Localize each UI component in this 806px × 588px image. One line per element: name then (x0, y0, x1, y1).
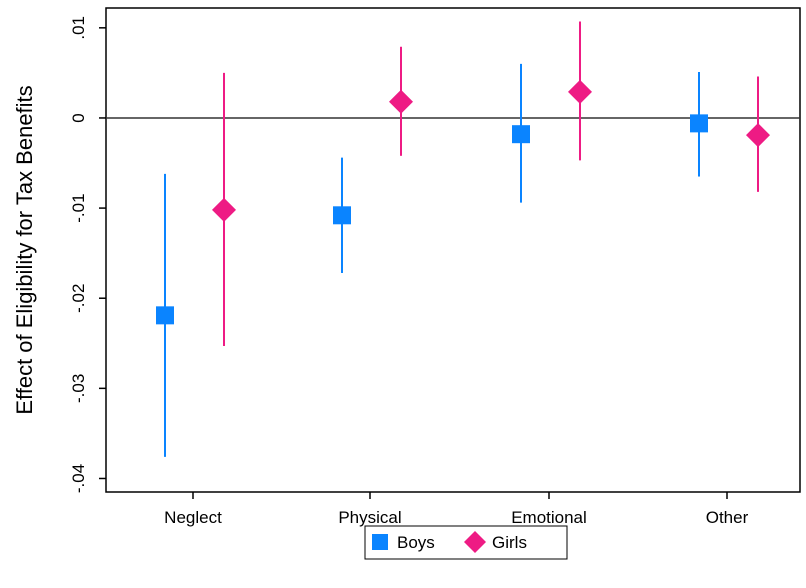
x-tick-label: Physical (338, 508, 401, 527)
x-tick-label: Other (706, 508, 749, 527)
point-boys-3 (690, 114, 708, 133)
y-axis-title: Effect of Eligibility for Tax Benefits (12, 85, 37, 414)
y-tick-label: -.04 (69, 464, 88, 493)
point-girls-0 (212, 197, 236, 222)
y-tick-label: .01 (69, 16, 88, 40)
legend-label-girls: Girls (492, 533, 527, 552)
legend-marker-boys (372, 534, 388, 550)
confidence-intervals (164, 21, 759, 457)
point-girls-2 (568, 79, 592, 104)
point-boys-2 (512, 125, 530, 144)
x-axis: Neglect Physical Emotional Other (164, 492, 749, 527)
x-tick-label: Emotional (511, 508, 587, 527)
point-girls-3 (746, 123, 770, 148)
point-estimates (156, 79, 770, 325)
y-tick-label: 0 (69, 113, 88, 122)
x-tick-label: Neglect (164, 508, 222, 527)
y-axis: .01 0 -.01 -.02 -.03 -.04 (69, 16, 106, 493)
y-tick-label: -.03 (69, 374, 88, 403)
plot-frame (105, 7, 801, 493)
y-tick-label: -.02 (69, 284, 88, 313)
legend-marker-girls (464, 531, 486, 553)
point-boys-1 (333, 206, 351, 225)
y-tick-label: -.01 (69, 193, 88, 222)
legend-label-boys: Boys (397, 533, 435, 552)
point-girls-1 (389, 89, 413, 114)
point-boys-0 (156, 306, 174, 325)
legend: Boys Girls (364, 525, 568, 560)
